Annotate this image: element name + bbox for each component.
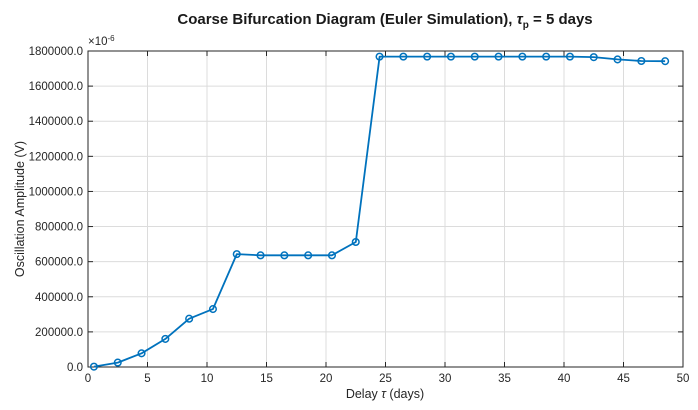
y-tick-label: 1600000.0: [29, 81, 83, 93]
y-exponent-base: ×10: [88, 36, 108, 48]
x-tick-label: 10: [201, 373, 214, 385]
y-exponent-label: ×10-6: [88, 34, 115, 48]
y-tick-label: 1400000.0: [29, 116, 83, 128]
data-point: [89, 362, 98, 371]
data-point: [542, 52, 551, 61]
data-point: [446, 52, 456, 61]
x-axis-label-main: Delay: [346, 387, 381, 401]
y-tick-label: 1000000.0: [29, 186, 83, 198]
data-point: [280, 251, 289, 260]
y-tick-label: 400000.0: [35, 292, 83, 304]
data-point: [256, 251, 265, 260]
data-point: [518, 52, 527, 61]
x-tick-label: 45: [617, 373, 630, 385]
data-point: [494, 52, 503, 61]
x-tick-label: 25: [379, 373, 392, 385]
x-tick-label: 40: [558, 373, 571, 385]
x-axis-label-tail: (days): [386, 387, 424, 401]
x-tick-label: 30: [439, 373, 452, 385]
data-point: [637, 56, 646, 66]
x-tick-label: 50: [677, 373, 690, 385]
data-point: [423, 52, 432, 61]
y-axis-label: Oscillation Amplitude (V): [13, 141, 27, 277]
grid-lines: [87, 50, 684, 368]
data-point: [613, 55, 622, 64]
data-point: [470, 52, 479, 61]
chart-title-main: Coarse Bifurcation Diagram (Euler Simula…: [177, 11, 516, 28]
data-point: [661, 57, 670, 66]
data-point: [185, 314, 194, 323]
data-point: [208, 305, 217, 314]
x-tick-label: 35: [498, 373, 511, 385]
data-point: [399, 52, 408, 61]
series-line: [93, 55, 666, 368]
data-point: [113, 358, 122, 367]
x-tick-label: 5: [144, 373, 150, 385]
y-tick-label: 800000.0: [35, 222, 83, 234]
y-tick-label: 600000.0: [35, 257, 83, 269]
y-tick-label: 200000.0: [35, 327, 83, 339]
x-axis-label: Delay τ (days): [346, 387, 424, 401]
data-point: [375, 52, 384, 61]
data-point: [327, 251, 337, 260]
data-point: [565, 52, 575, 61]
chart-title-tau: τ: [517, 11, 524, 28]
data-point: [137, 349, 146, 358]
data-point: [351, 237, 360, 247]
y-tick-label: 0.0: [67, 362, 83, 374]
data-point: [161, 334, 170, 343]
x-axis-label-tau: τ: [381, 387, 387, 401]
x-tick-label: 20: [320, 373, 333, 385]
data-point: [232, 250, 241, 259]
y-exponent-power: -6: [108, 34, 116, 43]
axes: 0 5 10 15 20 25 30 35 40 45 50 0.0 200000.0 400000.0 6…: [29, 46, 690, 385]
data-series: [89, 52, 670, 371]
x-tick-label: 15: [260, 373, 273, 385]
y-tick-label: 1200000.0: [29, 151, 83, 163]
data-point: [589, 53, 598, 62]
x-tick-label: 0: [85, 373, 91, 385]
data-point: [304, 251, 313, 260]
chart-title-subscript: p: [523, 20, 529, 31]
y-tick-label: 1800000.0: [29, 46, 83, 58]
plot-frame: [87, 50, 684, 368]
chart-title: Coarse Bifurcation Diagram (Euler Simula…: [177, 11, 592, 31]
chart-title-tail: = 5 days: [529, 11, 593, 28]
